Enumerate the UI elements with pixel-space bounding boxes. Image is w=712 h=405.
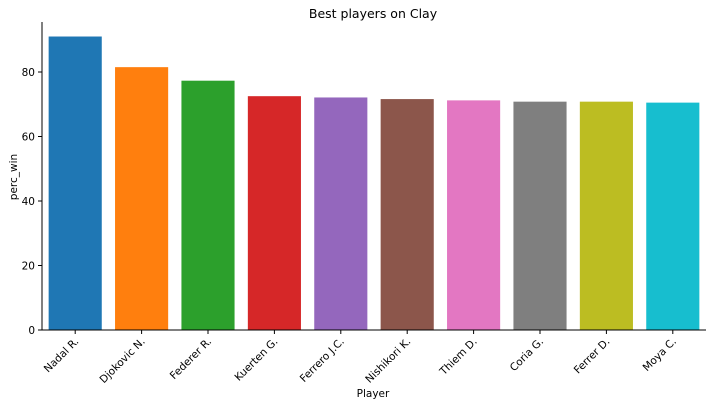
- x-tick-label: Ferrer D.: [572, 336, 613, 377]
- x-tick-label: Nadal R.: [42, 336, 82, 376]
- y-axis-ticks: 0 20 40 60 80: [22, 67, 42, 337]
- y-tick-label: 0: [28, 325, 35, 337]
- bar-4: [314, 97, 368, 330]
- bar-8: [579, 101, 633, 330]
- y-tick-label: 60: [22, 131, 35, 143]
- bar-0: [48, 36, 102, 330]
- y-tick-label: 40: [22, 196, 35, 208]
- x-tick-label: Ferrero J.C.: [298, 336, 347, 385]
- x-tick-label: Coria G.: [508, 336, 546, 374]
- bar-6: [447, 100, 501, 330]
- x-tick-label: Federer R.: [168, 336, 214, 382]
- bar-5: [380, 99, 434, 330]
- x-tick-label: Thiem D.: [437, 336, 480, 379]
- x-tick-label: Moya C.: [641, 336, 679, 374]
- y-tick-label: 80: [22, 67, 35, 79]
- x-tick-label: Djokovic N.: [98, 336, 148, 386]
- bar-1: [115, 67, 169, 331]
- chart-title: Best players on Clay: [309, 6, 438, 21]
- bar-3: [247, 96, 301, 330]
- bar-2: [181, 80, 235, 330]
- bar-7: [513, 101, 567, 330]
- y-tick-label: 20: [22, 260, 35, 272]
- y-axis-label: perc_win: [8, 154, 20, 200]
- bars-group: [48, 36, 700, 331]
- bar-9: [646, 102, 700, 331]
- x-tick-label: Nishikori K.: [363, 336, 413, 386]
- x-axis-ticks: Nadal R. Djokovic N. Federer R. Kuerten G. F…: [42, 330, 679, 386]
- x-axis-label: Player: [357, 388, 390, 400]
- x-tick-label: Kuerten G.: [233, 336, 281, 384]
